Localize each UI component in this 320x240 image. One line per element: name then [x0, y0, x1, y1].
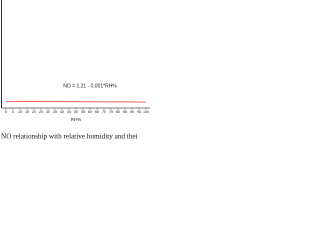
x-tick-label: 80	[116, 110, 120, 114]
x-tick-label: 50	[74, 110, 78, 114]
x-tick-label: 95	[137, 110, 141, 114]
x-tick-label: 20	[32, 110, 36, 114]
x-tick-label: 25	[39, 110, 43, 114]
chart: NO = 1.21 - 0.001*RH% RH% NO relationshi…	[0, 0, 150, 150]
x-tick-label: 60	[88, 110, 92, 114]
x-tick-label: 0	[5, 110, 7, 114]
x-tick-label: 30	[46, 110, 50, 114]
caption: NO relationship with relative humidity a…	[1, 133, 138, 141]
background	[0, 0, 150, 150]
x-tick-label: 35	[53, 110, 57, 114]
x-tick-label: 55	[81, 110, 85, 114]
x-tick-label: 85	[123, 110, 127, 114]
x-tick-label: 5	[12, 110, 14, 114]
x-tick-label: 65	[95, 110, 99, 114]
x-tick-label: 90	[130, 110, 134, 114]
x-tick-label: 100	[143, 110, 149, 114]
annotation: NO = 1.21 - 0.001*RH%	[63, 83, 117, 89]
x-tick-label: 75	[109, 110, 113, 114]
x-tick-label: 70	[102, 110, 106, 114]
x-tick-label: 40	[60, 110, 64, 114]
x-axis-label: RH%	[71, 117, 82, 122]
series-line	[5, 101, 147, 103]
x-tick-label: 45	[67, 110, 71, 114]
x-tick-label: 10	[18, 110, 22, 114]
x-tick-label: 15	[25, 110, 29, 114]
